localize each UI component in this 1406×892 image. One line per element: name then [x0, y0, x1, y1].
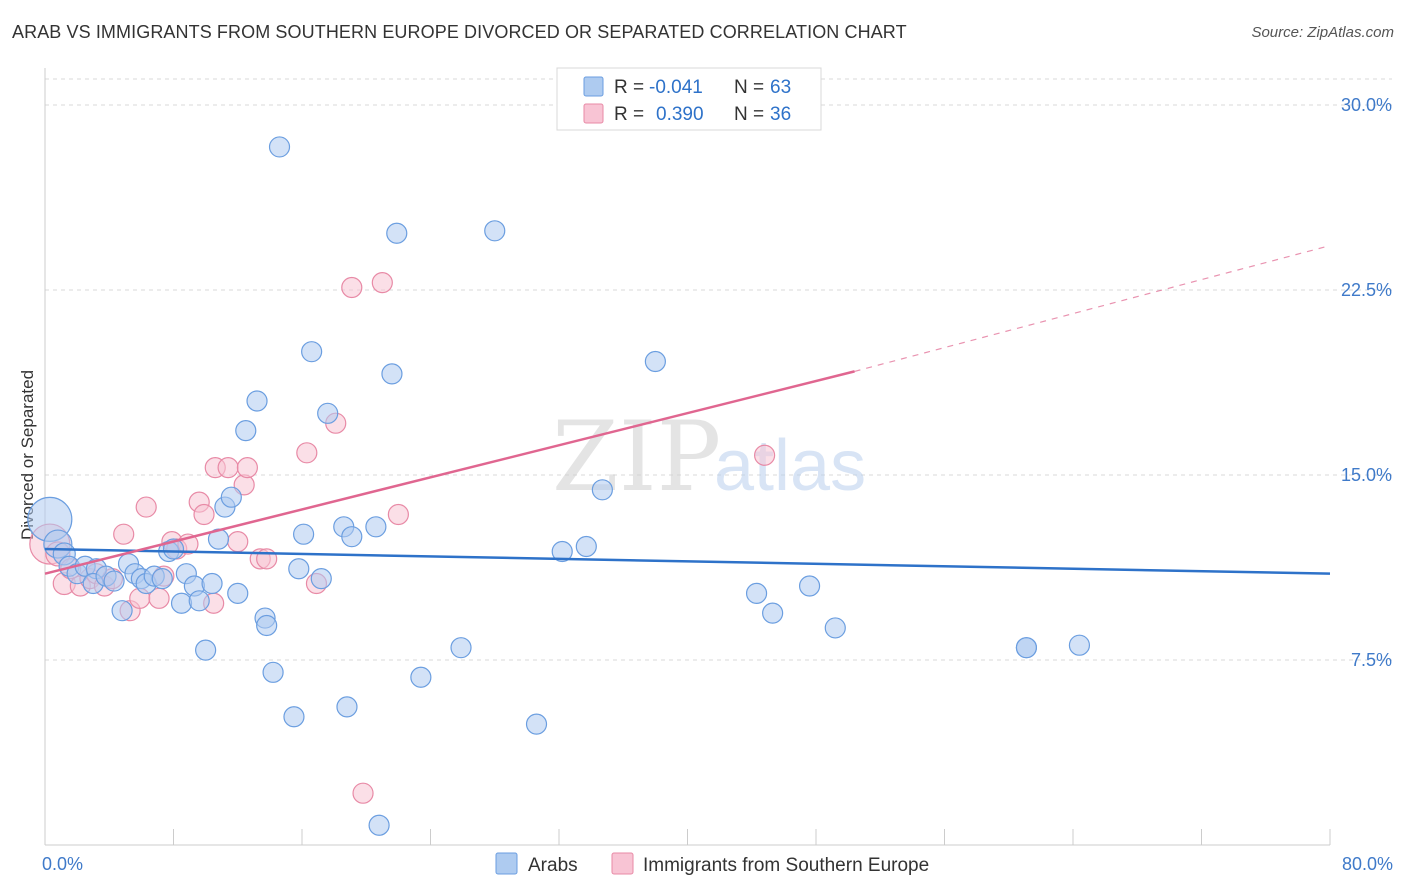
arabs-point-55	[644, 350, 666, 373]
bottom-legend-se-label: Immigrants from Southern Europe	[643, 855, 929, 876]
gridlines	[45, 78, 1392, 661]
trend-line-se-extension	[854, 245, 1331, 372]
arabs-point-23	[195, 639, 217, 661]
x-tick-label-1: 80.0%	[1342, 854, 1393, 874]
y-tick-label-2: 22.5%	[1341, 280, 1392, 300]
arabs-point-49	[450, 637, 472, 659]
arabs-point-38	[301, 341, 323, 363]
arabs-point-48	[410, 666, 432, 688]
se-point-34	[387, 503, 409, 526]
arabs-point-56	[745, 582, 768, 605]
arabs-point-32	[256, 614, 278, 637]
arabs-point-52	[551, 540, 573, 563]
arabs-point-29	[235, 420, 257, 442]
arabs-point-33	[262, 661, 284, 683]
arabs-point-53	[575, 535, 597, 558]
arabs-point-35	[283, 706, 305, 728]
legend-row1-n-label: N =	[734, 77, 764, 98]
se-point-28	[296, 442, 318, 464]
watermark-zip: ZIP	[552, 401, 721, 513]
trend-line-arabs	[44, 547, 1331, 575]
arabs-point-22	[188, 590, 210, 612]
axes	[44, 68, 1331, 846]
se-point-33	[371, 272, 393, 294]
arabs-point-10	[111, 600, 133, 622]
arabs-point-16	[151, 567, 173, 590]
legend-row1-n-value: 63	[770, 77, 791, 98]
chart-title: ARAB VS IMMIGRANTS FROM SOUTHERN EUROPE …	[12, 22, 907, 42]
se-point-9	[113, 523, 135, 545]
bottom-legend-arabs-swatch	[495, 852, 518, 875]
se-point-22	[217, 457, 239, 479]
arabs-point-28	[227, 582, 249, 605]
y-tick-label-1: 15.0%	[1341, 465, 1392, 485]
se-point-35	[753, 444, 776, 466]
y-tick-label-0: 7.5%	[1351, 650, 1392, 670]
arabs-point-43	[341, 526, 363, 548]
legend-row2-n-label: N =	[734, 104, 764, 125]
y-tick-labels: 7.5% 15.0% 22.5% 30.0%	[1341, 95, 1392, 670]
watermark-atlas: atlas	[714, 426, 866, 506]
legend-arabs-swatch	[583, 76, 604, 97]
arabs-point-39	[310, 567, 332, 590]
se-point-19	[193, 503, 215, 526]
trend-line-se	[44, 370, 855, 575]
source-label: Source: ZipAtlas.com	[1251, 24, 1394, 41]
arabs-point-37	[293, 523, 315, 545]
arabs-point-27	[220, 486, 242, 508]
arabs-point-47	[386, 222, 408, 244]
series-southern-europe-points	[29, 272, 776, 804]
se-point-31	[341, 276, 363, 299]
arabs-point-59	[824, 617, 846, 639]
arabs-point-9	[103, 570, 125, 592]
trend-lines	[44, 245, 1331, 575]
legend-row2-n-value: 36	[770, 104, 791, 125]
arabs-point-46	[381, 363, 403, 385]
legend-box: R = -0.041 N = 63 R = 0.390 N = 36	[556, 67, 822, 131]
bottom-legend: Arabs Immigrants from Southern Europe	[495, 852, 929, 876]
arabs-point-40	[317, 402, 339, 424]
legend-se-swatch	[583, 103, 604, 124]
arabs-point-34	[268, 136, 291, 158]
se-point-27	[256, 548, 278, 570]
arabs-point-30	[246, 390, 268, 412]
arabs-point-19	[170, 592, 193, 614]
x-tick-labels: 0.0% 80.0%	[42, 854, 1393, 874]
arabs-point-58	[798, 575, 821, 597]
arabs-point-62	[1015, 637, 1038, 659]
legend-row1-r-value: -0.041	[649, 77, 703, 98]
bottom-legend-arabs-label: Arabs	[528, 855, 578, 876]
bottom-legend-se-swatch	[611, 852, 634, 875]
legend-row1-r-label: R =	[614, 77, 644, 98]
watermark: ZIP atlas	[552, 401, 866, 513]
arabs-point-54	[591, 479, 613, 501]
arabs-point-51	[525, 713, 548, 735]
arabs-point-50	[484, 220, 506, 242]
arabs-point-45	[368, 814, 390, 836]
se-point-32	[352, 782, 374, 804]
arabs-point-42	[336, 696, 358, 718]
arabs-point-24	[201, 572, 223, 595]
arabs-point-61	[1068, 634, 1091, 656]
se-point-12	[135, 496, 157, 518]
y-tick-label-3: 30.0%	[1341, 95, 1392, 115]
legend-row2-r-value: 0.390	[656, 104, 704, 125]
arabs-point-36	[288, 558, 310, 580]
se-point-25	[236, 457, 258, 479]
x-tick-label-0: 0.0%	[42, 854, 83, 874]
se-point-23	[227, 530, 249, 553]
legend-row2-r-label: R =	[614, 104, 644, 125]
arabs-point-57	[762, 602, 784, 624]
arabs-point-44	[365, 516, 387, 538]
